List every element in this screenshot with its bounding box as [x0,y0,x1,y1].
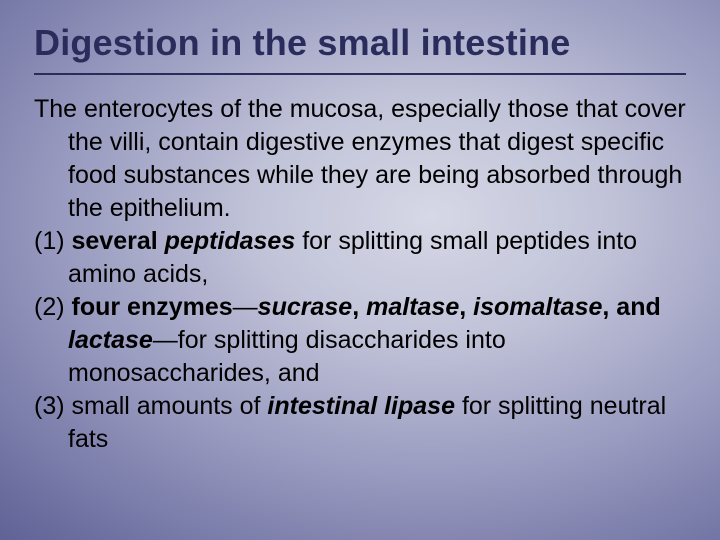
point-1: (1) several peptidases for splitting sma… [34,225,686,291]
point-2-and: and [616,293,660,321]
point-2-c2: , [459,293,473,321]
point-2-term4: lactase [68,326,153,354]
point-2-c1: , [352,293,366,321]
point-1-lead: several [72,227,165,255]
point-3: (3) small amounts of intestinal lipase f… [34,390,686,456]
point-1-num: (1) [34,227,72,255]
point-3-lead: small amounts of [72,392,268,420]
point-2-dash2: — [153,326,178,354]
slide-title: Digestion in the small intestine [34,22,686,63]
intro-paragraph: The enterocytes of the mucosa, especiall… [34,93,686,225]
point-2-term3: isomaltase [473,293,602,321]
point-2-c3: , [602,293,616,321]
title-underline [34,73,686,75]
point-2-lead: four enzymes [72,293,233,321]
point-2: (2) four enzymes—sucrase, maltase, isoma… [34,291,686,390]
slide: Digestion in the small intestine The ent… [0,0,720,540]
point-1-term: peptidases [165,227,303,255]
point-2-num: (2) [34,293,72,321]
point-2-dash1: — [233,293,258,321]
point-2-term1: sucrase [258,293,353,321]
point-2-term2: maltase [366,293,459,321]
point-3-term: intestinal lipase [267,392,462,420]
point-3-num: (3) [34,392,72,420]
slide-body: The enterocytes of the mucosa, especiall… [34,93,686,456]
